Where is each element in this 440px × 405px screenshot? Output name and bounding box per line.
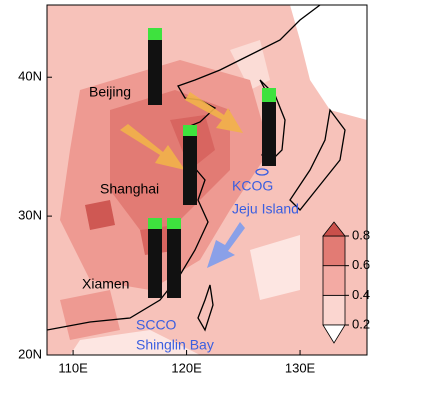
site-label: Shanghai: [100, 181, 159, 197]
colorbar: 0.2 0.4 0.6 0.8: [322, 221, 370, 344]
map-field: [47, 5, 367, 355]
site-label: KCOG: [232, 178, 273, 194]
colorbar-tick-label: 0.4: [352, 287, 370, 302]
site-bars: [148, 28, 276, 298]
site-label: SCCO: [136, 317, 177, 333]
y-tick-label: 40N: [18, 69, 42, 84]
colorbar-extend: [322, 221, 346, 237]
map-frame: [46, 4, 368, 356]
site-label: Beijing: [89, 84, 131, 100]
site-label: Jeju Island: [232, 201, 299, 217]
site-label: Xiamen: [82, 276, 129, 292]
x-tick-label: 120E: [171, 360, 202, 375]
colorbar-segment: [322, 294, 346, 326]
colorbar-segment: [322, 265, 346, 296]
colorbar-tick-label: 0.6: [352, 257, 370, 272]
colorbar-tick-label: 0.2: [352, 316, 370, 331]
x-tick-label: 130E: [285, 360, 316, 375]
x-tick-label: 110E: [58, 360, 88, 375]
site-label: Shinglin Bay: [136, 337, 214, 353]
y-tick-label: 30N: [18, 208, 42, 223]
colorbar-segment: [322, 235, 346, 267]
colorbar-extend: [322, 324, 346, 344]
colorbar-tick-label: 0.8: [352, 227, 370, 242]
y-tick-label: 20N: [18, 346, 42, 361]
flow-arrows: [120, 92, 245, 268]
